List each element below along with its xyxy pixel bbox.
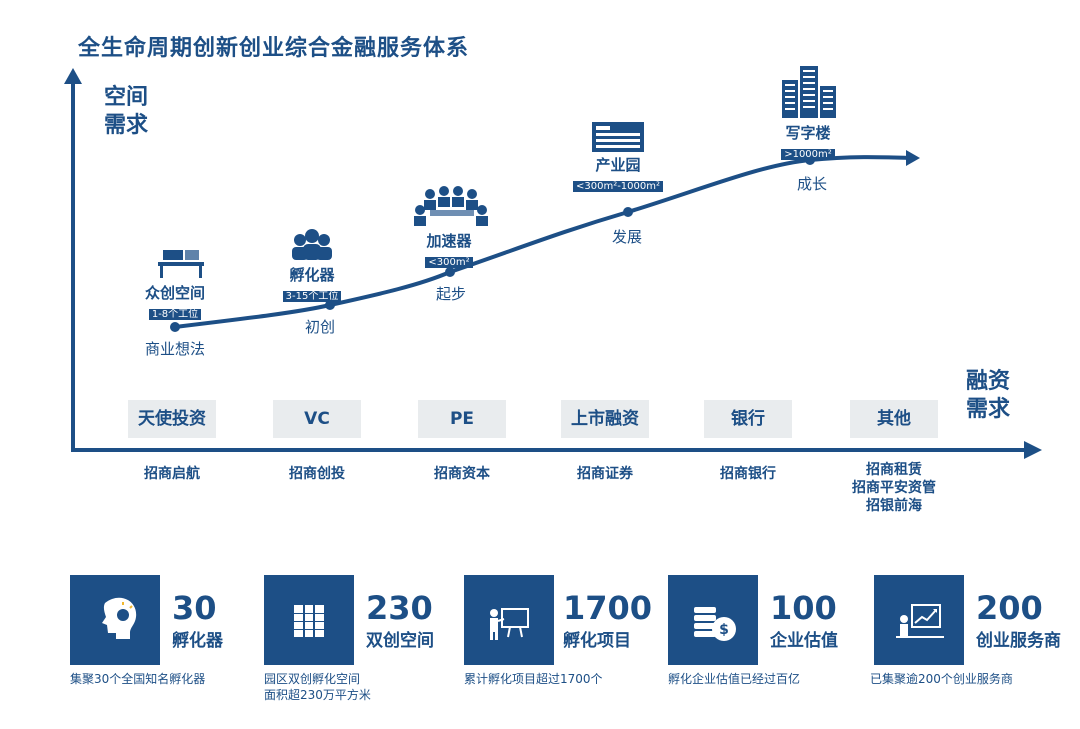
stat-description: 孵化企业估值已经过百亿	[668, 672, 801, 686]
stat-label: 孵化器	[172, 631, 223, 651]
growth-curve-arrow	[906, 150, 920, 166]
partner-other-list: 招商租赁 招商平安资管 招银前海	[834, 461, 954, 515]
stage-name: 写字楼	[785, 124, 831, 142]
stage-name: 孵化器	[289, 266, 335, 284]
financing-vc: VC	[273, 400, 361, 438]
stat-description: 园区双创孵化空间	[264, 672, 361, 686]
partner-label: 招商租赁	[866, 462, 922, 478]
stat-number: 230	[366, 589, 433, 627]
growth-chart-icon	[874, 575, 964, 665]
stage-capacity-tag: >1000m²	[781, 149, 835, 160]
stage-name: 加速器	[426, 232, 472, 250]
stage-capacity-tag: 1-8个工位	[148, 309, 202, 320]
stat-label: 孵化项目	[563, 631, 631, 651]
presentation-icon	[464, 575, 554, 665]
stage-name: 众创空间	[144, 284, 205, 302]
y-axis-label: 空间 需求	[104, 84, 148, 140]
stat-description: 已集聚逾200个创业服务商	[870, 672, 1013, 686]
partner-label: 招商证券	[577, 466, 633, 482]
partner-label: 招商创投	[289, 466, 345, 482]
stage-name: 产业园	[595, 156, 641, 174]
partner-label: 招银前海	[866, 498, 922, 514]
meeting-icon	[414, 186, 488, 226]
stage-phase: 成长	[796, 175, 827, 193]
partner-label: 招商银行	[720, 466, 776, 482]
page-title: 全生命周期创新创业综合金融服务体系	[78, 36, 470, 61]
partner-label: 招商平安资管	[852, 480, 936, 496]
coins-icon: $	[668, 575, 758, 665]
stage-capacity-tag: <300m²-1000m²	[572, 181, 664, 192]
stage-co-working: 众创空间 1-8个工位	[125, 284, 225, 321]
office-building-icon	[782, 66, 836, 118]
stat-number: 200	[976, 589, 1043, 627]
y-axis-label-line2: 需求	[104, 113, 149, 138]
head-lightbulb-icon	[70, 575, 160, 665]
partner-label: 招商资本	[434, 466, 490, 482]
stage-capacity-tag: <300m²	[425, 257, 473, 268]
stat-label: 创业服务商	[976, 631, 1061, 651]
x-axis-label-line2: 需求	[966, 397, 1011, 422]
stage-incubator: 孵化器 3-15个工位	[262, 266, 362, 303]
stage-dot	[170, 322, 180, 332]
stage-phase: 商业想法	[144, 340, 205, 358]
financing-other: 其他	[850, 400, 938, 438]
stat-number: 100	[770, 589, 837, 627]
stage-capacity-tag: 3-15个工位	[282, 291, 342, 302]
stage-accelerator: 加速器 <300m²	[399, 232, 499, 269]
stage-dot	[445, 267, 455, 277]
stat-description: 面积超230万平方米	[264, 688, 371, 702]
stage-dot	[325, 300, 335, 310]
stage-phase: 发展	[611, 228, 642, 246]
stage-phase: 初创	[304, 318, 335, 336]
svg-text:$: $	[719, 622, 729, 638]
stat-label: 企业估值	[770, 631, 838, 651]
x-axis-arrow	[1024, 441, 1042, 459]
financing-angel: 天使投资	[128, 400, 216, 438]
financing-pe: PE	[418, 400, 506, 438]
y-axis-arrow	[64, 68, 82, 84]
x-axis-label: 融资 需求	[966, 368, 1010, 424]
stage-phase: 起步	[435, 285, 466, 303]
y-axis-label-line1: 空间	[104, 85, 149, 110]
stat-number: 30	[172, 589, 217, 627]
financing-bank: 银行	[704, 400, 792, 438]
desk-icon	[158, 250, 204, 278]
people-icon	[292, 229, 332, 260]
stat-label: 双创空间	[366, 631, 434, 651]
stat-number: 1700	[563, 589, 653, 627]
stat-description: 集聚30个全国知名孵化器	[70, 672, 206, 686]
x-axis-label-line1: 融资	[966, 369, 1011, 394]
stage-industrial-park: 产业园 <300m²-1000m²	[558, 156, 678, 193]
financing-ipo: 上市融资	[561, 400, 649, 438]
building-icon	[264, 575, 354, 665]
stat-description: 累计孵化项目超过1700个	[464, 672, 603, 686]
partner-label: 招商启航	[144, 466, 200, 482]
factory-icon	[592, 122, 644, 152]
stage-office-building: 写字楼 >1000m²	[758, 124, 858, 161]
stage-dot	[623, 207, 633, 217]
